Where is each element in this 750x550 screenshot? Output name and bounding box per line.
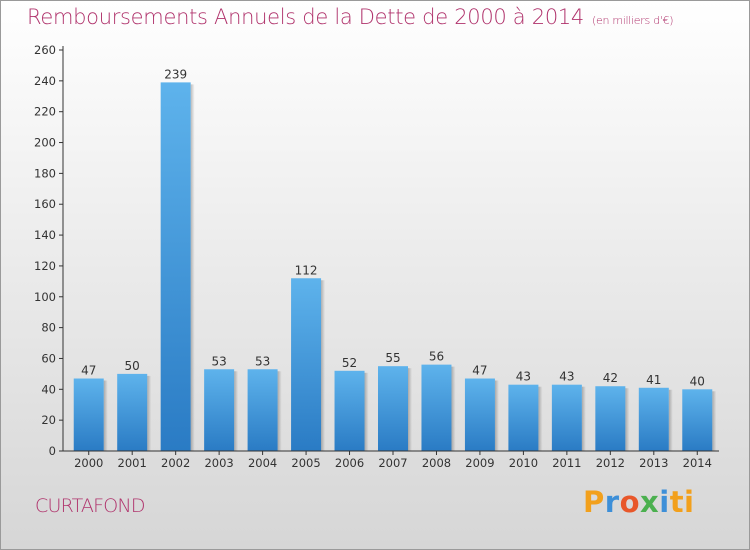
bar-value-label: 52 xyxy=(342,356,357,370)
x-tick-label: 2010 xyxy=(509,456,538,470)
bar-value-label: 112 xyxy=(295,263,318,277)
y-tick-label: 220 xyxy=(34,105,56,119)
bar xyxy=(421,364,452,451)
bar xyxy=(204,369,235,451)
x-tick-label: 2003 xyxy=(204,456,233,470)
bar xyxy=(464,378,495,451)
x-tick-label: 2002 xyxy=(161,456,190,470)
bar-value-label: 42 xyxy=(603,371,618,385)
bar-shadow xyxy=(277,371,282,451)
logo-letter: o xyxy=(619,485,641,519)
y-tick-label: 240 xyxy=(34,74,56,88)
bar-value-label: 43 xyxy=(559,370,574,384)
x-tick-label: 2013 xyxy=(639,456,668,470)
logo-letter: i xyxy=(659,485,670,519)
bar-shadow xyxy=(408,368,412,451)
bar-value-label: 50 xyxy=(125,359,140,373)
x-tick-label: 2007 xyxy=(378,456,407,470)
y-tick-label: 60 xyxy=(41,351,56,365)
bar xyxy=(378,366,408,451)
bar-value-label: 56 xyxy=(429,350,444,364)
logo-letter: r xyxy=(604,485,620,519)
bar-value-label: 239 xyxy=(164,67,187,81)
y-tick-label: 160 xyxy=(34,197,56,211)
bar-value-label: 55 xyxy=(385,351,400,365)
y-tick-label: 260 xyxy=(34,43,56,57)
y-axis: 0 20 40 60 80 100 120 140 160 180 200 220 240 260 xyxy=(34,43,64,458)
bars: 47 50 239 53 53 112 52 55 56 47 43 43 42 41 40 xyxy=(73,67,717,451)
bar-shadow xyxy=(451,366,456,451)
bar xyxy=(595,386,626,451)
y-tick-label: 40 xyxy=(41,382,56,396)
bar-shadow xyxy=(625,388,630,451)
logo-letter: P xyxy=(583,485,605,519)
x-tick-label: 2012 xyxy=(596,456,625,470)
logo-letter: x xyxy=(640,485,660,519)
chart-title: Remboursements Annuels de la Dette de 20… xyxy=(27,5,673,29)
bar xyxy=(291,278,322,451)
bar-shadow xyxy=(668,389,673,451)
bar xyxy=(638,387,669,451)
y-tick-label: 100 xyxy=(34,290,56,304)
y-tick-label: 20 xyxy=(41,413,56,427)
x-tick-label: 2001 xyxy=(118,456,147,470)
bar-shadow xyxy=(494,380,499,451)
y-tick-label: 120 xyxy=(34,259,56,273)
y-tick-label: 140 xyxy=(34,228,56,242)
bar-value-label: 47 xyxy=(472,364,487,378)
proxiti-logo[interactable]: Proxiti xyxy=(583,488,695,517)
bar xyxy=(73,378,104,451)
bar xyxy=(334,370,365,451)
x-tick-label: 2014 xyxy=(683,456,712,470)
bar xyxy=(682,389,713,451)
logo-letter: ti xyxy=(669,485,695,519)
y-tick-label: 80 xyxy=(41,321,56,335)
city-name: CURTAFOND xyxy=(35,495,145,517)
bar-value-label: 43 xyxy=(516,370,531,384)
bar xyxy=(160,82,191,451)
bar-value-label: 53 xyxy=(255,354,270,368)
bar-shadow xyxy=(581,386,586,451)
bar-shadow xyxy=(103,380,108,451)
bar-value-label: 53 xyxy=(211,354,226,368)
y-tick-label: 200 xyxy=(34,136,56,150)
x-tick-label: 2005 xyxy=(291,456,320,470)
bar-shadow xyxy=(147,375,152,451)
y-tick-label: 180 xyxy=(34,166,56,180)
x-tick-label: 2004 xyxy=(248,456,277,470)
bar-value-label: 41 xyxy=(646,373,661,387)
bar-value-label: 47 xyxy=(81,364,96,378)
x-tick-label: 2011 xyxy=(552,456,581,470)
y-tick-label: 0 xyxy=(49,444,56,458)
x-tick-label: 2006 xyxy=(335,456,364,470)
bar-shadow xyxy=(712,391,717,451)
bar-shadow xyxy=(321,280,326,451)
bar-shadow xyxy=(538,386,543,451)
x-tick-label: 2000 xyxy=(74,456,103,470)
x-tick-label: 2009 xyxy=(465,456,494,470)
bar xyxy=(551,384,582,451)
bar-shadow xyxy=(234,371,239,451)
bar-value-label: 40 xyxy=(690,374,705,388)
bar xyxy=(508,384,539,451)
bar-shadow xyxy=(364,372,369,451)
x-tick-label: 2008 xyxy=(422,456,451,470)
x-axis: 2000 2001 2002 2003 2004 2005 2006 2007 2008 2009… xyxy=(63,450,719,470)
chart-unit: (en milliers d'€) xyxy=(592,14,674,27)
chart-title-text: Remboursements Annuels de la Dette de 20… xyxy=(27,5,584,29)
bar-shadow xyxy=(190,84,195,451)
bar xyxy=(247,369,278,451)
bar xyxy=(117,373,148,451)
